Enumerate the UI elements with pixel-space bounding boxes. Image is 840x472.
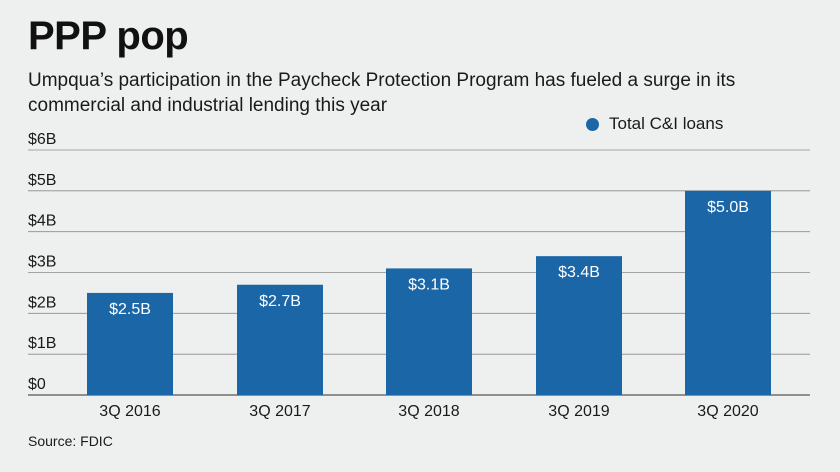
y-tick-label: $3B	[28, 254, 56, 271]
y-axis-ticks: $0 $1B $2B $3B $4B $5B $6B	[28, 131, 56, 393]
x-tick-label: 3Q 2018	[398, 403, 459, 420]
x-axis-ticks: 3Q 2016 3Q 2017 3Q 2018 3Q 2019 3Q 2020	[99, 403, 758, 420]
y-tick-label: $2B	[28, 294, 56, 311]
bar-value-label: $3.4B	[558, 264, 600, 281]
legend: Total C&I loans	[586, 114, 723, 134]
bar-value-label: $2.5B	[109, 301, 151, 318]
chart-subtitle: Umpqua’s participation in the Paycheck P…	[28, 70, 736, 116]
bars: $2.5B $2.7B $3.1B $3.4B $5.0B	[87, 190, 771, 395]
y-tick-label: $4B	[28, 213, 56, 230]
bar	[386, 268, 472, 395]
y-tick-label: $0	[28, 376, 46, 393]
x-tick-label: 3Q 2019	[548, 403, 609, 420]
chart-title: PPP pop	[28, 14, 189, 58]
y-tick-label: $6B	[28, 131, 56, 148]
y-tick-label: $5B	[28, 172, 56, 189]
legend-swatch	[586, 117, 599, 131]
x-tick-label: 3Q 2017	[249, 403, 310, 420]
bar-value-label: $5.0B	[707, 199, 749, 216]
x-tick-label: 3Q 2016	[99, 403, 160, 420]
bar	[87, 292, 173, 395]
x-tick-label: 3Q 2020	[697, 403, 758, 420]
bar	[237, 284, 323, 395]
y-tick-label: $1B	[28, 335, 56, 352]
bar	[685, 190, 771, 395]
bar-value-label: $2.7B	[259, 293, 301, 310]
bar	[536, 256, 622, 395]
bar-value-label: $3.1B	[408, 276, 450, 293]
legend-label: Total C&I loans	[609, 114, 724, 133]
source-note: Source: FDIC	[28, 433, 113, 449]
